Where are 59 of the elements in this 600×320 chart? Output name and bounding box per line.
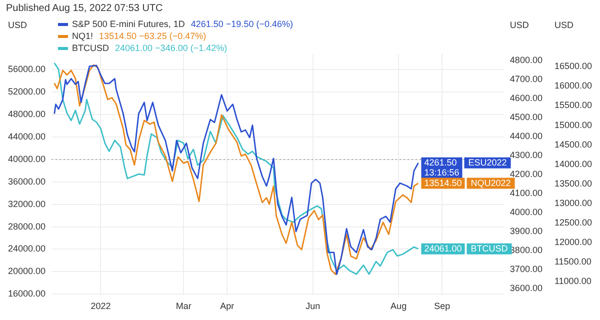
annotation: ESU2022	[468, 157, 507, 168]
x-tick-label: Aug	[390, 301, 407, 312]
y3-tick-label: 11000.00	[554, 276, 592, 286]
text: 4261.50 −19.50 (−0.46%)	[190, 19, 293, 29]
data-label: 24061.00	[424, 243, 462, 254]
data-label: 4261.50	[424, 157, 457, 168]
y-tick-label: 20000.00	[8, 266, 46, 276]
data-label: 13514.50	[424, 178, 462, 188]
y-tick-label: 32000.00	[8, 198, 46, 209]
y3-axis-title: USD	[554, 20, 574, 30]
y2-tick-label: 4100.00	[510, 188, 542, 198]
y2-tick-label: 3600.00	[510, 283, 542, 294]
annotation: NQU2022	[470, 178, 511, 188]
x-tick-label: Jun	[306, 301, 320, 312]
legend-label: S&P 500 E-mini Futures, 1D	[72, 19, 185, 29]
y2-tick-label: 4000.00	[510, 207, 542, 218]
y-tick-label: 16000.00	[8, 288, 46, 299]
y3-tick-label: 13000.00	[554, 198, 592, 208]
y-tick-label: 48000.00	[8, 109, 46, 120]
y3-tick-label: 14500.00	[554, 139, 592, 150]
legend-label: BTCUSD	[72, 43, 110, 53]
y2-tick-label: 3800.00	[510, 245, 542, 256]
y-tick-label: 40000.00	[8, 154, 46, 164]
x-tick-label: Mar	[176, 301, 192, 312]
y2-tick-label: 3700.00	[510, 264, 542, 274]
y2-axis-title: USD	[510, 20, 530, 30]
y2-tick-label: 4400.00	[510, 131, 542, 142]
legend-label: NQ1!	[72, 31, 94, 41]
y3-tick-label: 12000.00	[554, 236, 592, 247]
x-tick-label: 2022	[90, 301, 111, 312]
y-tick-label: 36000.00	[8, 176, 46, 186]
x-tick-label: Apr	[220, 301, 234, 312]
y2-tick-label: 3900.00	[510, 226, 542, 236]
text: 13514.50 −63.25 (−0.47%)	[99, 31, 206, 41]
y2-tick-label: 4500.00	[510, 112, 542, 122]
y2-tick-label: 4300.00	[510, 150, 542, 160]
y3-tick-label: 15500.00	[554, 100, 592, 110]
y3-tick-label: 16000.00	[554, 80, 592, 91]
x-tick-label: Sep	[434, 301, 450, 312]
y3-tick-label: 15000.00	[554, 120, 592, 130]
y-tick-label: 44000.00	[8, 132, 46, 142]
y2-tick-label: 4200.00	[510, 169, 542, 180]
text: Published Aug 15, 2022 07:53 UTC	[6, 3, 163, 14]
y-axis-title: USD	[8, 20, 28, 30]
y3-tick-label: 11500.00	[554, 256, 592, 266]
y2-tick-label: 4700.00	[510, 74, 542, 84]
y-tick-label: 24000.00	[8, 244, 46, 254]
y-tick-label: 52000.00	[8, 86, 46, 97]
y3-tick-label: 14000.00	[554, 158, 592, 169]
y2-tick-label: 4800.00	[510, 55, 542, 66]
y2-tick-label: 4600.00	[510, 93, 542, 104]
annotation: BTCUSD	[470, 243, 508, 254]
y3-tick-label: 12500.00	[554, 217, 592, 228]
y3-tick-label: 13500.00	[554, 178, 592, 188]
text: 24061.00 −346.00 (−1.42%)	[115, 43, 228, 53]
y-tick-label: 28000.00	[8, 221, 46, 232]
y3-tick-label: 16500.00	[554, 61, 592, 72]
annotation: 13:16:56	[424, 167, 460, 178]
y-tick-label: 56000.00	[8, 64, 46, 74]
